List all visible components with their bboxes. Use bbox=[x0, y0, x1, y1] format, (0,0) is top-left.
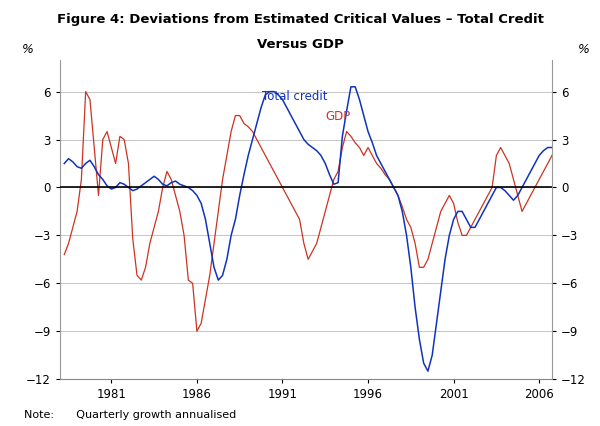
GDP bbox=[86, 97, 94, 102]
GDP bbox=[116, 134, 124, 139]
GDP bbox=[339, 145, 346, 150]
Line: Total credit: Total credit bbox=[64, 87, 600, 371]
Text: Total credit: Total credit bbox=[262, 89, 328, 103]
Total credit bbox=[82, 161, 89, 166]
Total credit bbox=[309, 145, 316, 150]
Total credit bbox=[61, 161, 68, 166]
GDP bbox=[193, 329, 200, 334]
Total credit bbox=[330, 181, 337, 187]
Total credit bbox=[424, 368, 431, 374]
Text: GDP: GDP bbox=[325, 110, 350, 124]
GDP bbox=[275, 177, 282, 182]
Text: %: % bbox=[578, 43, 590, 56]
GDP bbox=[317, 225, 325, 230]
Total credit bbox=[266, 89, 273, 94]
Total credit bbox=[219, 273, 226, 278]
Text: %: % bbox=[22, 43, 34, 56]
Text: Figure 4: Deviations from Estimated Critical Values – Total Credit: Figure 4: Deviations from Estimated Crit… bbox=[56, 13, 544, 26]
Line: GDP: GDP bbox=[64, 92, 600, 331]
GDP bbox=[61, 252, 68, 257]
Total credit bbox=[347, 84, 355, 89]
GDP bbox=[82, 89, 89, 94]
GDP bbox=[227, 129, 235, 134]
Text: Note:  Quarterly growth annualised: Note: Quarterly growth annualised bbox=[24, 410, 236, 420]
Total credit bbox=[112, 185, 119, 190]
Text: Versus GDP: Versus GDP bbox=[257, 38, 343, 52]
